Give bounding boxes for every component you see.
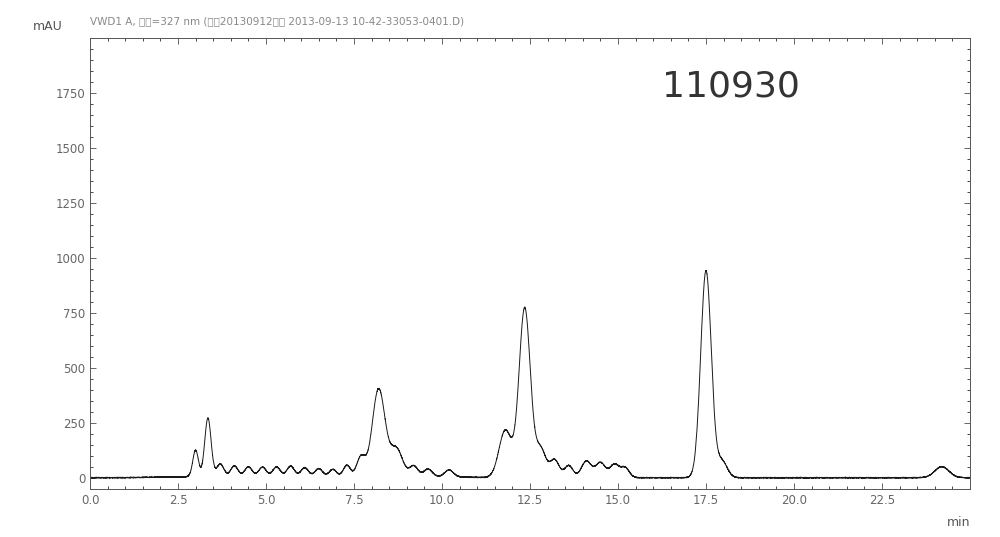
Text: 110930: 110930 [662,69,800,103]
Text: min: min [946,516,970,529]
Text: VWD1 A, 波长=327 nm (橱花20130912橱花 2013-09-13 10-42-33053-0401.D): VWD1 A, 波长=327 nm (橱花20130912橱花 2013-09-… [90,16,464,26]
Text: mAU: mAU [33,20,63,33]
